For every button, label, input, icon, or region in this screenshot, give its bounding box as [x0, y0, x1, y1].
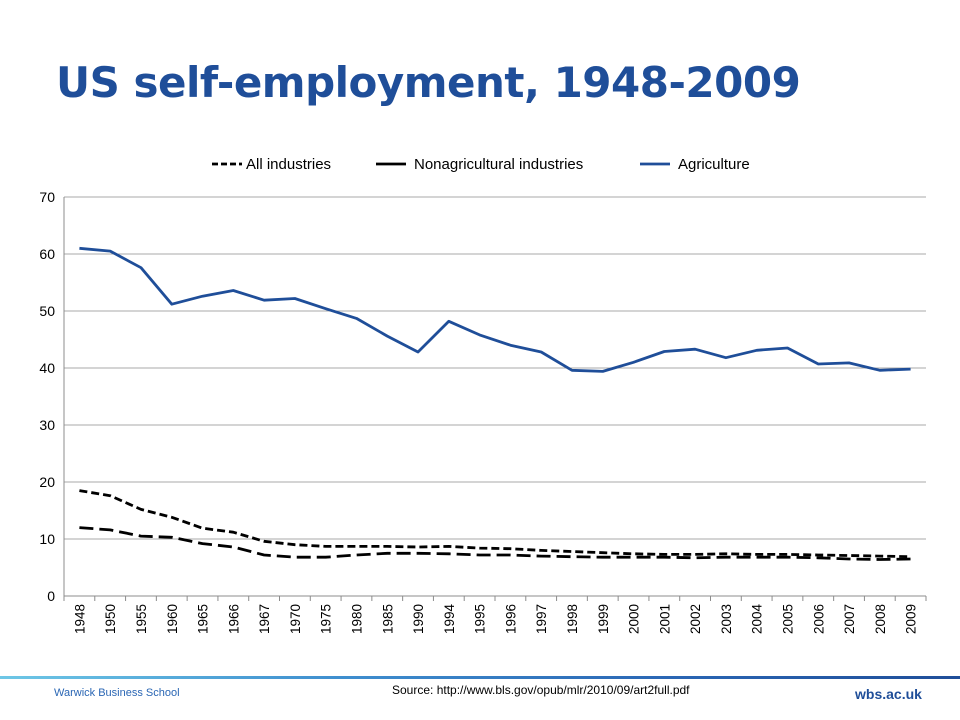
x-tick-label-1960: 1960: [165, 604, 180, 634]
line-chart: 0 10 20 30 40 50 60 70 1948 1950 1955 1960 1965 1966…: [39, 156, 927, 635]
footer-website: wbs.ac.uk: [855, 686, 922, 702]
footer-school-name: Warwick Business School: [54, 687, 180, 699]
x-tick-label-2006: 2006: [811, 604, 826, 634]
legend-label-agriculture: Agriculture: [678, 156, 750, 173]
x-tick-label-1967: 1967: [257, 604, 272, 634]
x-tick-label-2005: 2005: [780, 604, 795, 634]
x-tick-label-1998: 1998: [565, 604, 580, 634]
footer-divider: [0, 676, 960, 679]
x-tick-label-1999: 1999: [596, 604, 611, 634]
x-tick-label-1955: 1955: [134, 604, 149, 634]
legend: All industries Nonagricultural industries…: [212, 156, 750, 173]
axes: [63, 197, 927, 601]
y-axis-ticks: 0 10 20 30 40 50 60 70: [39, 189, 55, 604]
gridlines: [64, 196, 926, 540]
x-tick-label-2009: 2009: [904, 604, 919, 634]
x-tick-label-2002: 2002: [688, 604, 703, 634]
y-tick-label-0: 0: [47, 588, 55, 604]
x-tick-label-1950: 1950: [103, 604, 118, 634]
slide-title: US self-employment, 1948-2009: [56, 58, 801, 107]
x-tick-label-1980: 1980: [349, 604, 364, 634]
x-tick-label-1965: 1965: [196, 604, 211, 634]
x-tick-label-2008: 2008: [873, 604, 888, 634]
y-tick-label-70: 70: [39, 189, 55, 205]
x-tick-label-1948: 1948: [72, 604, 87, 634]
x-tick-label-1994: 1994: [442, 604, 457, 635]
x-tick-label-2001: 2001: [657, 604, 672, 634]
x-tick-label-1990: 1990: [411, 604, 426, 634]
x-tick-label-2000: 2000: [627, 604, 642, 634]
legend-label-all-industries: All industries: [246, 156, 331, 173]
x-tick-label-2003: 2003: [719, 604, 734, 634]
x-tick-label-1970: 1970: [288, 604, 303, 634]
x-axis-ticks: 1948 1950 1955 1960 1965 1966 1967 1970 1975 1980…: [72, 604, 918, 635]
y-tick-label-30: 30: [39, 417, 55, 433]
x-tick-label-1995: 1995: [473, 604, 488, 634]
x-tick-label-2004: 2004: [750, 604, 765, 635]
y-tick-label-50: 50: [39, 303, 55, 319]
y-tick-label-40: 40: [39, 360, 55, 376]
legend-label-nonagricultural-industries: Nonagricultural industries: [414, 156, 583, 173]
x-tick-label-1997: 1997: [534, 604, 549, 634]
source-citation: Source: http://www.bls.gov/opub/mlr/2010…: [392, 683, 690, 697]
y-tick-label-60: 60: [39, 246, 55, 262]
series-lines: [79, 246, 911, 561]
y-tick-label-10: 10: [39, 531, 55, 547]
y-tick-label-20: 20: [39, 474, 55, 490]
x-tick-label-1985: 1985: [380, 604, 395, 634]
series-line-all-industries: [79, 489, 911, 559]
x-tick-label-1975: 1975: [319, 604, 334, 634]
x-tick-label-1996: 1996: [503, 604, 518, 634]
x-tick-label-1966: 1966: [226, 604, 241, 634]
series-line-agriculture: [79, 246, 911, 373]
x-tick-label-2007: 2007: [842, 604, 857, 634]
